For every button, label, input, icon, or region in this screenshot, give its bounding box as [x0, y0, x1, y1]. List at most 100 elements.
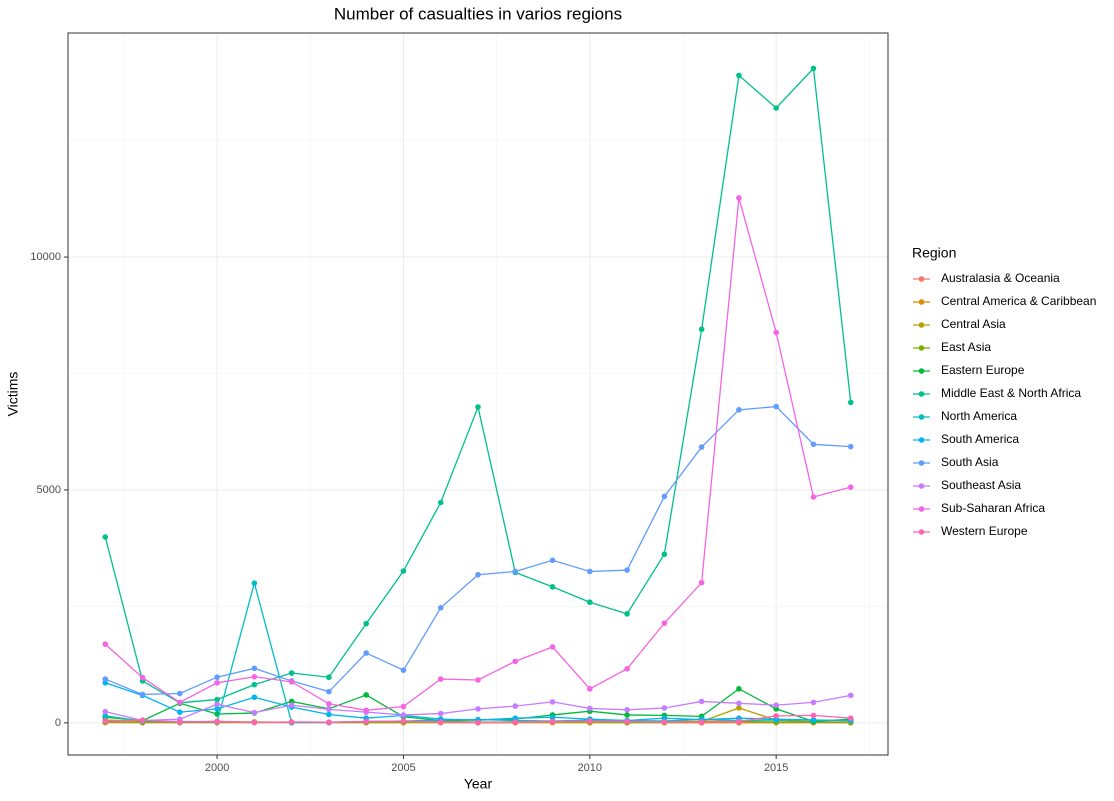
x-tick-label: 2010: [578, 762, 602, 774]
data-point: [326, 700, 332, 707]
data-point: [512, 719, 519, 725]
data-point: [400, 718, 407, 724]
data-point: [400, 667, 407, 674]
data-point: [437, 676, 444, 682]
data-point: [437, 605, 444, 611]
legend-label: South Asia: [941, 455, 999, 469]
data-point: [363, 650, 369, 656]
data-point: [177, 690, 183, 697]
data-point: [288, 719, 295, 725]
data-point: [102, 534, 109, 540]
data-point: [661, 620, 668, 626]
data-point: [400, 712, 407, 718]
data-point: [437, 499, 444, 506]
data-point: [512, 658, 519, 665]
data-point: [810, 494, 817, 500]
data-point: [736, 72, 742, 79]
data-point: [437, 710, 444, 717]
x-axis-title: Year: [464, 776, 493, 792]
data-point: [587, 718, 593, 724]
data-point: [661, 493, 668, 500]
data-point: [773, 329, 779, 336]
data-point: [810, 65, 817, 72]
data-point: [400, 703, 407, 710]
data-point: [773, 702, 779, 708]
data-point: [587, 599, 593, 606]
data-point: [661, 719, 668, 725]
data-point: [587, 568, 593, 575]
data-point: [736, 700, 742, 707]
data-point: [847, 484, 854, 490]
data-point: [773, 105, 779, 111]
data-point: [251, 694, 258, 701]
data-point: [549, 718, 556, 725]
data-point: [847, 715, 854, 722]
data-point: [847, 399, 854, 406]
data-point: [251, 665, 258, 672]
data-point: [698, 698, 705, 705]
data-point: [475, 404, 481, 410]
data-point: [587, 705, 593, 712]
data-point: [549, 714, 556, 721]
data-point: [698, 579, 705, 586]
legend-key-point: [918, 414, 925, 420]
data-point: [363, 692, 369, 698]
data-point: [214, 718, 220, 725]
data-point: [624, 611, 630, 617]
data-point: [512, 568, 519, 575]
data-point: [661, 705, 668, 711]
legend-title: Region: [912, 245, 956, 261]
legend-key-point: [918, 437, 925, 443]
y-axis-title: Victims: [5, 372, 21, 417]
data-point: [214, 680, 220, 686]
data-point: [549, 644, 556, 650]
data-point: [736, 718, 742, 725]
data-point: [251, 580, 258, 586]
data-point: [102, 641, 109, 647]
legend-key-point: [918, 276, 925, 282]
data-point: [102, 718, 109, 724]
data-point: [698, 444, 705, 450]
data-point: [736, 195, 742, 201]
data-point: [214, 674, 220, 681]
legend-key-point: [918, 506, 925, 512]
data-point: [363, 718, 369, 725]
legend-key-point: [918, 391, 925, 397]
data-point: [549, 584, 556, 590]
x-tick-label: 2015: [764, 762, 788, 774]
legend-label: Central Asia: [941, 317, 1006, 331]
data-point: [251, 709, 258, 716]
data-point: [475, 719, 481, 726]
data-point: [139, 717, 146, 723]
legend-label: Southeast Asia: [941, 478, 1021, 492]
data-point: [736, 705, 742, 711]
data-point: [326, 688, 332, 695]
legend-key-point: [918, 368, 925, 374]
data-point: [847, 443, 854, 450]
data-point: [773, 403, 779, 410]
y-tick-label: 0: [55, 717, 61, 729]
data-point: [549, 699, 556, 705]
x-tick-label: 2005: [391, 762, 415, 774]
data-point: [773, 713, 779, 719]
data-point: [214, 696, 220, 703]
legend-label: East Asia: [941, 340, 991, 354]
data-point: [139, 691, 146, 698]
data-point: [847, 692, 854, 699]
data-point: [624, 567, 630, 573]
legend-key-point: [918, 529, 925, 535]
data-point: [810, 699, 817, 706]
data-point: [139, 674, 146, 681]
data-point: [810, 712, 817, 719]
data-point: [624, 666, 630, 672]
data-point: [288, 679, 295, 685]
data-point: [810, 441, 817, 448]
data-point: [736, 407, 742, 413]
data-point: [698, 326, 705, 333]
data-point: [587, 686, 593, 692]
legend-label: Western Europe: [941, 524, 1028, 538]
data-point: [363, 707, 369, 714]
legend-key-point: [918, 322, 925, 328]
legend-label: Central America & Caribbean: [941, 294, 1096, 308]
data-point: [326, 674, 332, 681]
